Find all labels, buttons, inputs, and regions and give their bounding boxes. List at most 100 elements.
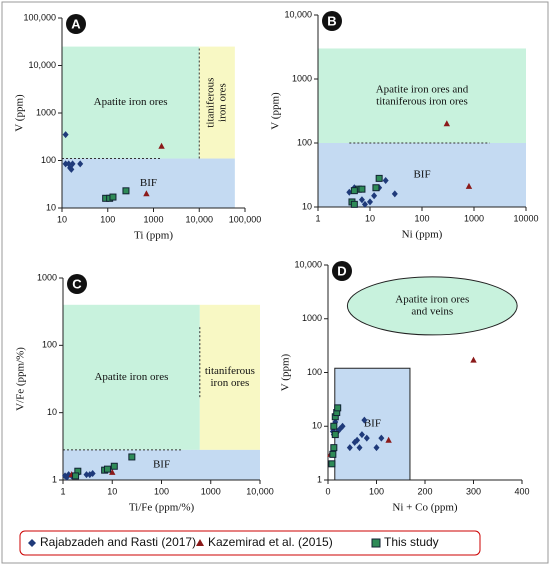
region — [199, 304, 260, 450]
point — [109, 193, 117, 201]
region-label: titaniferous — [205, 78, 217, 128]
point — [128, 453, 136, 461]
region-label: iron ores — [211, 377, 250, 389]
panel-badge — [332, 261, 352, 281]
y-tick-label: 1 — [317, 474, 322, 484]
x-axis-title: Ni (ppm) — [402, 229, 443, 241]
point — [363, 434, 370, 442]
region-label: Apatite iron ores — [94, 96, 168, 108]
point — [350, 200, 358, 208]
region-label: BIF — [413, 169, 430, 181]
x-tick-label: 100 — [100, 214, 115, 224]
x-tick-label: 0 — [325, 486, 330, 496]
point — [334, 404, 342, 412]
x-tick-label: 10 — [365, 213, 375, 223]
x-axis-title: Ni + Co (ppm) — [392, 502, 458, 514]
panel-badge — [66, 14, 86, 34]
panel-letter: C — [72, 276, 82, 291]
point — [83, 471, 90, 479]
panel-badge — [322, 11, 342, 31]
point — [109, 468, 116, 475]
x-tick-label: 1000 — [201, 486, 221, 496]
legend-marker — [371, 538, 381, 548]
point — [62, 160, 69, 168]
y-tick-label: 100 — [297, 137, 312, 147]
point — [350, 187, 358, 195]
point — [378, 434, 385, 442]
y-tick-label: 100,000 — [23, 12, 56, 22]
point — [72, 472, 80, 480]
y-tick-label: 100 — [41, 155, 56, 165]
legend-marker — [28, 539, 36, 547]
region-label: BIF — [364, 418, 381, 430]
x-tick-label: 300 — [466, 486, 481, 496]
point — [346, 444, 353, 452]
x-tick-label: 10,000 — [246, 486, 274, 496]
y-axis-title: V (ppm) — [270, 92, 282, 130]
panel-badge — [67, 274, 87, 294]
y-axis-title: V (ppm) — [14, 94, 26, 132]
x-tick-label: 100 — [154, 486, 169, 496]
point — [69, 160, 76, 168]
y-tick-label: 1000 — [292, 73, 312, 83]
point — [361, 200, 368, 208]
point — [63, 473, 70, 481]
region-label: titaniferous iron ores — [376, 95, 468, 107]
point — [367, 198, 373, 206]
point — [358, 196, 365, 204]
point — [470, 356, 477, 363]
region-label: Apatite iron ores and — [376, 83, 469, 95]
region — [63, 449, 260, 480]
region-label: and veins — [411, 305, 453, 317]
y-tick-label: 10 — [47, 407, 57, 417]
x-tick-label: 10 — [57, 214, 67, 224]
x-tick-label: 100,000 — [229, 214, 262, 224]
region — [318, 48, 526, 143]
x-tick-label: 10000 — [513, 213, 538, 223]
y-axis-title: V (ppm) — [280, 353, 292, 391]
point — [358, 185, 366, 193]
point — [143, 190, 150, 197]
point — [354, 436, 361, 444]
region — [318, 143, 526, 207]
y-axis-title: V/Fe (ppm/%) — [15, 347, 27, 411]
point — [331, 431, 339, 439]
y-tick-label: 10 — [302, 201, 312, 211]
legend-label: This study — [384, 535, 439, 549]
point — [391, 190, 398, 198]
region-label: Apatite iron ores — [94, 371, 168, 383]
region-label: titaniferous — [205, 365, 255, 377]
panel-letter: A — [71, 16, 81, 31]
y-tick-label: 10 — [312, 421, 322, 431]
point — [103, 465, 111, 473]
x-axis-title: Ti/Fe (ppm/%) — [129, 502, 195, 514]
point — [158, 142, 165, 149]
x-tick-label: 100 — [414, 213, 429, 223]
region-label: BIF — [153, 458, 170, 470]
panel-letter: D — [337, 263, 346, 278]
region-label: BIF — [140, 177, 157, 189]
region — [334, 367, 411, 481]
point — [62, 131, 69, 139]
region — [62, 158, 235, 208]
y-tick-label: 1000 — [36, 107, 56, 117]
point — [382, 176, 389, 184]
point — [110, 462, 118, 470]
point — [361, 416, 368, 424]
point — [358, 431, 365, 439]
y-tick-label: 100 — [42, 340, 57, 350]
point — [122, 187, 130, 195]
x-axis-title: Ti (ppm) — [134, 230, 173, 242]
point — [465, 182, 473, 189]
point — [339, 422, 346, 430]
point — [68, 165, 75, 173]
x-tick-label: 1000 — [464, 213, 484, 223]
point — [346, 188, 353, 196]
legend-label: Kazemirad et al. (2015) — [208, 535, 333, 549]
point — [330, 444, 338, 452]
region — [63, 304, 200, 450]
y-tick-label: 10,000 — [294, 259, 322, 269]
point — [375, 174, 383, 182]
x-tick-label: 100 — [369, 486, 384, 496]
